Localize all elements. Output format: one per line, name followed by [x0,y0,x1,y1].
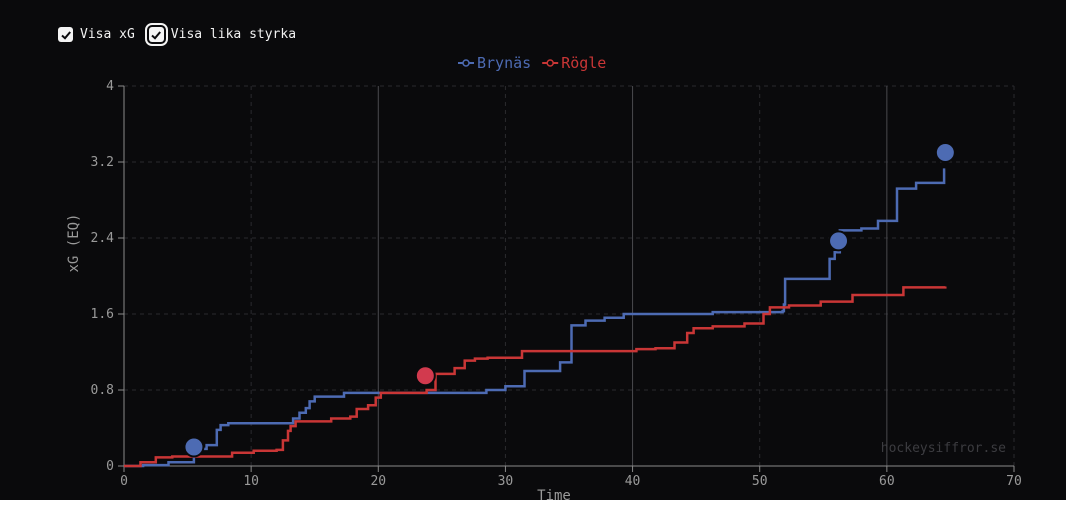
y-tick-label: 1.6 [91,307,114,322]
y-tick-label: 0.8 [91,383,114,398]
legend-marker-0 [462,59,470,67]
show-even-strength-label: Visa lika styrka [170,27,297,42]
show-xg-label: Visa xG [80,27,135,42]
series-line-brynäs [124,168,946,468]
page-bottom-edge [0,500,1066,505]
x-tick-label: 40 [625,474,641,489]
y-tick-label: 4 [106,79,114,94]
show-even-strength-checkbox[interactable]: Visa lika styrka [144,23,297,46]
x-tick-label: 0 [120,474,128,489]
y-tick-label: 2.4 [91,231,115,246]
x-tick-label: 70 [1006,474,1022,489]
goal-marker [414,365,436,387]
x-tick-label: 50 [752,474,768,489]
checkbox-checked-icon[interactable] [144,23,168,46]
show-xg-checkbox[interactable]: Visa xG [58,27,135,42]
x-tick-label: 10 [243,474,259,489]
series-line-rögle [124,286,947,468]
x-tick-label: 30 [498,474,514,489]
chart-controls: Visa xG Visa lika styrka [58,23,297,46]
goal-marker [934,142,956,163]
y-tick-label: 3.2 [91,155,114,170]
legend-marker-1 [546,59,554,67]
legend-entry-1: Rögle [561,54,606,72]
y-axis-label: xG (EQ) [66,213,82,272]
x-tick-label: 60 [879,474,895,489]
y-tick-label: 0 [106,459,114,474]
watermark: hockeysiffror.se [881,441,1006,456]
goal-marker [828,230,850,252]
goal-marker [183,436,205,458]
x-tick-label: 20 [370,474,386,489]
checkbox-checked-icon[interactable] [58,27,73,42]
legend-entry-0: Brynäs [477,54,531,72]
